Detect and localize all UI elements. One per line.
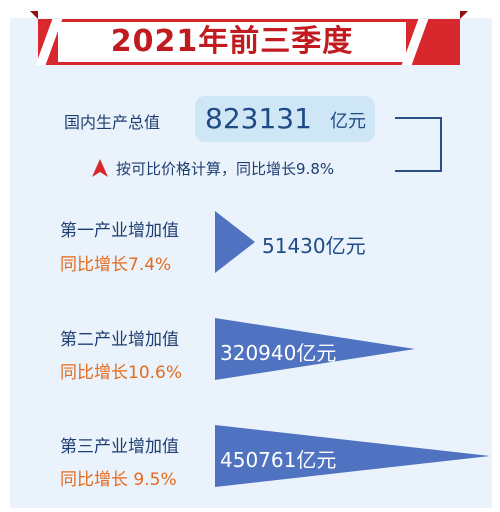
industry-value: 320940亿元 — [220, 341, 337, 365]
industry-name: 第三产业增加值 — [60, 437, 179, 457]
title-banner-inner — [58, 22, 406, 62]
industry-triangle — [215, 425, 490, 487]
industry-growth: 同比增长7.4% — [60, 255, 172, 275]
gdp-growth-note: 按可比价格计算，同比增长9.8% — [116, 160, 335, 178]
industry-name: 第二产业增加值 — [60, 330, 179, 350]
gdp-value: 823131 — [205, 102, 312, 135]
industry-growth: 同比增长10.6% — [60, 363, 183, 383]
page-title: 2021年前三季度 — [110, 24, 354, 59]
ribbon-fold-right — [460, 11, 468, 19]
up-arrow-icon — [92, 159, 108, 177]
bracket-connector — [395, 117, 442, 172]
industry-value: 450761亿元 — [220, 448, 337, 472]
gdp-label: 国内生产总值 — [64, 113, 161, 132]
ribbon-fold-left — [30, 11, 38, 19]
industry-triangle — [215, 211, 255, 273]
industry-growth: 同比增长 9.5% — [60, 470, 177, 490]
industry-triangle — [215, 318, 415, 380]
industry-name: 第一产业增加值 — [60, 221, 179, 241]
industry-value: 51430亿元 — [262, 234, 366, 258]
gdp-unit: 亿元 — [330, 111, 366, 132]
gdp-value-box — [195, 96, 375, 142]
